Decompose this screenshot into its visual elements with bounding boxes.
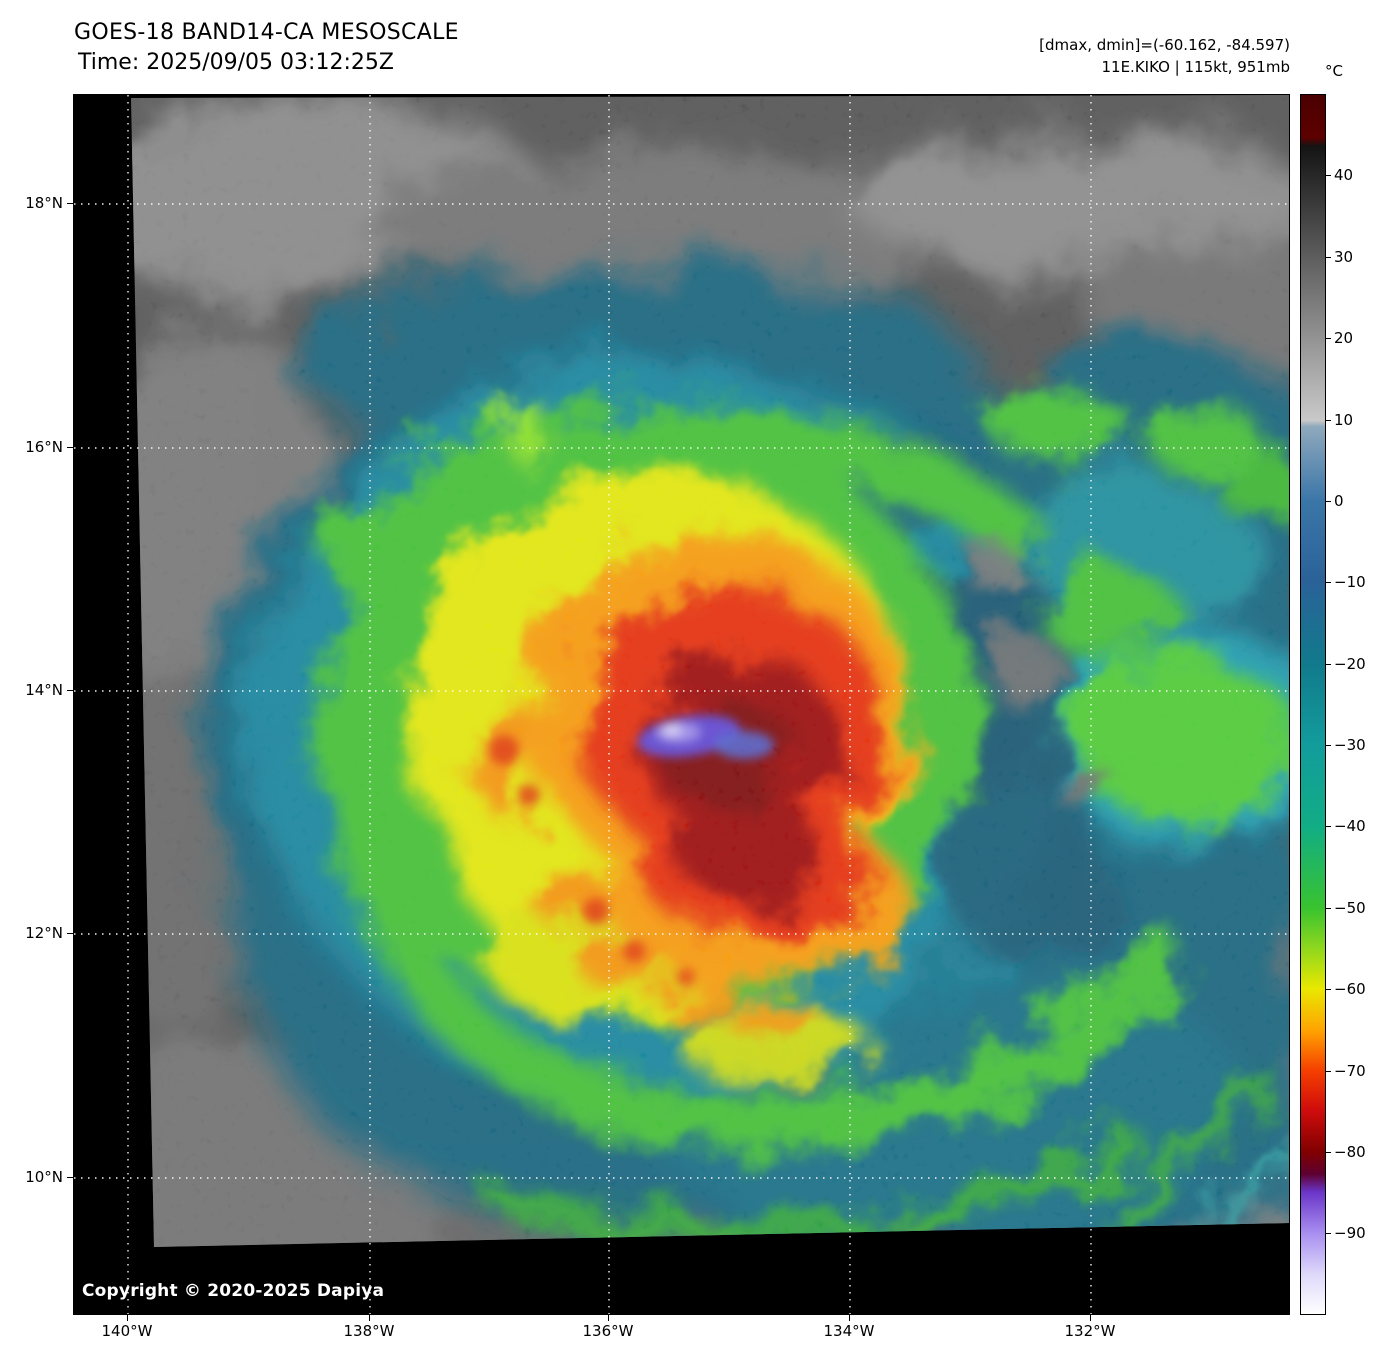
colorbar-tick <box>1326 826 1331 827</box>
colorbar-tick <box>1326 664 1331 665</box>
colorbar-tick <box>1326 745 1331 746</box>
colorbar-tick <box>1326 908 1331 909</box>
colorbar-tick-label: −50 <box>1334 899 1366 917</box>
y-tick <box>67 1177 73 1178</box>
colorbar-tick-label: 30 <box>1334 248 1354 266</box>
colorbar-tick <box>1326 1152 1331 1153</box>
colorbar-tick-label: −90 <box>1334 1224 1366 1242</box>
lon-label-132w: 132°W <box>1064 1322 1116 1340</box>
lon-label-136w: 136°W <box>582 1322 634 1340</box>
copyright: Copyright © 2020-2025 Dapiya <box>82 1281 385 1301</box>
ir-cloud-field <box>131 95 1289 1247</box>
colorbar-tick-label: −40 <box>1334 817 1366 835</box>
colorbar-tick <box>1326 989 1331 990</box>
x-tick <box>608 1315 609 1321</box>
colorbar-tick-label: −10 <box>1334 573 1366 591</box>
lon-label-140w: 140°W <box>101 1322 153 1340</box>
lat-label-16n: 16°N <box>25 438 63 456</box>
colorbar-tick-label: −30 <box>1334 736 1366 754</box>
colorbar-tick-label: −80 <box>1334 1143 1366 1161</box>
colorbar-tick-label: −60 <box>1334 980 1366 998</box>
sensor-noise <box>131 95 1289 1247</box>
satellite-imagery <box>74 95 1289 1314</box>
storm-info: 11E.KIKO | 115kt, 951mb <box>1101 58 1290 76</box>
lat-label-14n: 14°N <box>25 681 63 699</box>
lon-label-134w: 134°W <box>823 1322 875 1340</box>
colorbar-tick <box>1326 420 1331 421</box>
lat-label-18n: 18°N <box>25 194 63 212</box>
y-tick <box>67 203 73 204</box>
x-tick <box>369 1315 370 1321</box>
lon-label-138w: 138°W <box>343 1322 395 1340</box>
x-tick <box>127 1315 128 1321</box>
colorbar-tick <box>1326 338 1331 339</box>
x-tick <box>849 1315 850 1321</box>
satellite-map: Copyright © 2020-2025 Dapiya <box>73 94 1290 1315</box>
y-tick <box>67 690 73 691</box>
y-tick <box>67 447 73 448</box>
colorbar-tick-label: 20 <box>1334 329 1354 347</box>
x-tick <box>1090 1315 1091 1321</box>
lat-label-10n: 10°N <box>25 1168 63 1186</box>
colorbar-tick-label: 10 <box>1334 411 1354 429</box>
gridlines <box>74 95 1289 1314</box>
colorbar-tick <box>1326 1233 1331 1234</box>
plot-time: Time: 2025/09/05 03:12:25Z <box>78 50 394 75</box>
colorbar-tick-label: 40 <box>1334 166 1354 184</box>
dmax-dmin-readout: [dmax, dmin]=(-60.162, -84.597) <box>1039 36 1290 54</box>
colorbar-tick <box>1326 582 1331 583</box>
colorbar-tick <box>1326 175 1331 176</box>
colorbar-tick-label: 0 <box>1334 492 1344 510</box>
colorbar-tick-label: −70 <box>1334 1062 1366 1080</box>
colorbar-tick <box>1326 1071 1331 1072</box>
colorbar-tick-label: −20 <box>1334 655 1366 673</box>
colorbar-gradient <box>1300 94 1326 1315</box>
y-tick <box>67 933 73 934</box>
plot-title: GOES-18 BAND14-CA MESOSCALE <box>74 20 459 45</box>
colorbar-tick <box>1326 257 1331 258</box>
colorbar-unit-label: °C <box>1325 62 1343 80</box>
colorbar-tick <box>1326 501 1331 502</box>
lat-label-12n: 12°N <box>25 924 63 942</box>
